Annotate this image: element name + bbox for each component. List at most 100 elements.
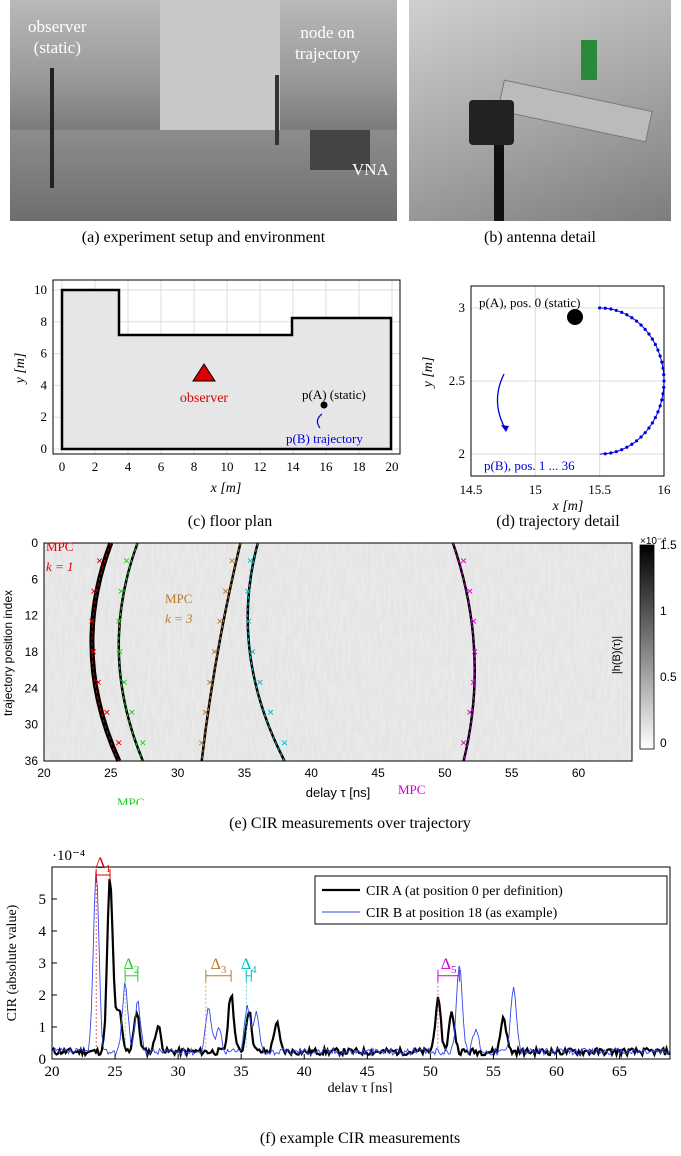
- tr-ylabel: y [m]: [421, 357, 436, 390]
- trajectory-point: [661, 366, 665, 370]
- lc-ytick: 4: [39, 924, 47, 940]
- mpc-marker: ×: [228, 553, 235, 568]
- mpc-marker: ×: [466, 583, 473, 598]
- fp-xtick: 10: [221, 459, 234, 474]
- delta-label: Δ5: [441, 956, 457, 976]
- cm-xtick: 60: [572, 766, 586, 780]
- trajectory-point: [625, 313, 629, 317]
- trajectory-point: [620, 448, 624, 452]
- colorbar-tick: 1.5: [660, 538, 677, 552]
- colorbar-tick: 0.5: [660, 670, 677, 684]
- fp-ytick: 0: [41, 441, 48, 456]
- fp-xtick: 4: [125, 459, 132, 474]
- trajectory-point: [643, 327, 647, 331]
- lc-xtick: 20: [45, 1064, 60, 1080]
- fp-ytick: 10: [34, 282, 47, 297]
- mpc-label-k: k = 5: [398, 802, 426, 805]
- trajectory-pB-label: p(B), pos. 1 ... 36: [484, 458, 575, 473]
- delta-label: Δ3: [211, 956, 227, 976]
- cir-map-chart: × × × × × × × × × × × × × × × × × × × × × × × × × × × × × × × × × × × 20 25…: [1, 536, 677, 805]
- cm-ytick: 36: [25, 754, 39, 768]
- lc-xtick: 40: [297, 1064, 312, 1080]
- tr-xtick: 15.5: [588, 482, 611, 497]
- trajectory-point: [614, 449, 618, 454]
- mpc-marker: ×: [115, 614, 122, 629]
- cm-xtick: 35: [238, 766, 252, 780]
- fp-xtick: 18: [353, 459, 366, 474]
- mpc-marker: ×: [103, 705, 110, 720]
- trajectory-point: [603, 306, 607, 310]
- mpc-marker: ×: [256, 674, 263, 689]
- mpc-marker: ×: [211, 644, 218, 659]
- mpc-marker: ×: [245, 614, 252, 629]
- colorbar-tick: 1: [660, 604, 667, 618]
- tr-xtick: 16: [658, 482, 672, 497]
- mpc-label-k: k = 3: [165, 611, 193, 626]
- trajectory-point: [662, 379, 666, 383]
- cm-xlabel: delay τ [ns]: [306, 785, 370, 800]
- trajectory-pA-label: p(A), pos. 0 (static): [479, 295, 580, 310]
- trajectory-point: [662, 385, 666, 389]
- direction-arrow: [496, 373, 507, 431]
- mpc-marker: ×: [267, 705, 274, 720]
- cm-ylabel: trajectory position index: [1, 590, 15, 716]
- mpc-track-overlay: [247, 542, 285, 762]
- fp-xtick: 12: [254, 459, 267, 474]
- trajectory-point: [603, 452, 607, 456]
- trajectory-arrow: [316, 413, 323, 429]
- trajectory-point: [639, 323, 643, 327]
- trajectory-point: [634, 319, 639, 323]
- observer-marker: [192, 363, 216, 382]
- caption-c: (c) floor plan: [187, 513, 273, 530]
- mpc-marker: ×: [139, 735, 146, 750]
- mpc-marker: ×: [95, 674, 102, 689]
- mpc-marker: ×: [88, 614, 95, 629]
- trajectory-point: [630, 442, 634, 446]
- cm-xtick: 45: [371, 766, 385, 780]
- mpc-marker: ×: [222, 583, 229, 598]
- lc-ytick: 3: [39, 956, 47, 972]
- colorbar-exp: ×10⁻⁴: [640, 536, 667, 547]
- lc-exponent: ·10⁻⁴: [52, 848, 85, 864]
- mpc-marker: ×: [470, 674, 477, 689]
- fp-xlabel: x [m]: [210, 481, 242, 496]
- pA-position-marker: [567, 309, 583, 325]
- fp-xtick: 14: [287, 459, 301, 474]
- fp-ytick: 8: [41, 314, 48, 329]
- mpc-marker: ×: [116, 644, 123, 659]
- mpc-marker: ×: [249, 644, 256, 659]
- trajectory-point: [643, 431, 647, 435]
- photo-label-observer: observer (static): [28, 17, 87, 57]
- fp-xtick: 6: [158, 459, 165, 474]
- lc-xtick: 60: [549, 1064, 564, 1080]
- mpc-marker: ×: [96, 553, 103, 568]
- cm-ytick: 30: [25, 718, 39, 732]
- mpc-marker: ×: [128, 705, 135, 720]
- trajectory-point: [647, 426, 651, 430]
- fp-ytick: 4: [41, 377, 48, 392]
- trajectory-chart: p(A), pos. 0 (static) p(B), pos. 1 ... 3…: [421, 285, 672, 514]
- colorbar: [639, 544, 655, 750]
- tr-ytick: 3: [459, 300, 466, 315]
- caption-a: (a) experiment setup and environment: [81, 229, 326, 246]
- trajectory-point: [598, 306, 602, 310]
- cm-ytick: 6: [31, 572, 38, 586]
- mpc-marker: ×: [90, 583, 97, 598]
- fp-xtick: 0: [59, 459, 66, 474]
- cm-ytick: 18: [25, 645, 39, 659]
- mpc-marker: ×: [198, 735, 205, 750]
- fp-ylabel: y [m]: [13, 353, 28, 386]
- caption-e: (e) CIR measurements over trajectory: [229, 815, 471, 832]
- lc-xtick: 50: [423, 1064, 438, 1080]
- trajectory-point: [658, 404, 662, 408]
- floor-plan-chart: observer p(A) (static) p(B) trajectory 0…: [13, 279, 401, 496]
- experiment-photo: observer (static) node on trajectory VNA: [10, 0, 397, 221]
- tr-ytick: 2.5: [449, 373, 465, 388]
- tr-ytick: 2: [459, 446, 466, 461]
- tr-xlabel: x [m]: [552, 499, 584, 514]
- fp-xtick: 20: [386, 459, 399, 474]
- fp-xtick: 16: [320, 459, 334, 474]
- mpc-marker: ×: [216, 614, 223, 629]
- mpc-label-title: MPC: [165, 591, 192, 606]
- trajectory-point: [634, 439, 639, 443]
